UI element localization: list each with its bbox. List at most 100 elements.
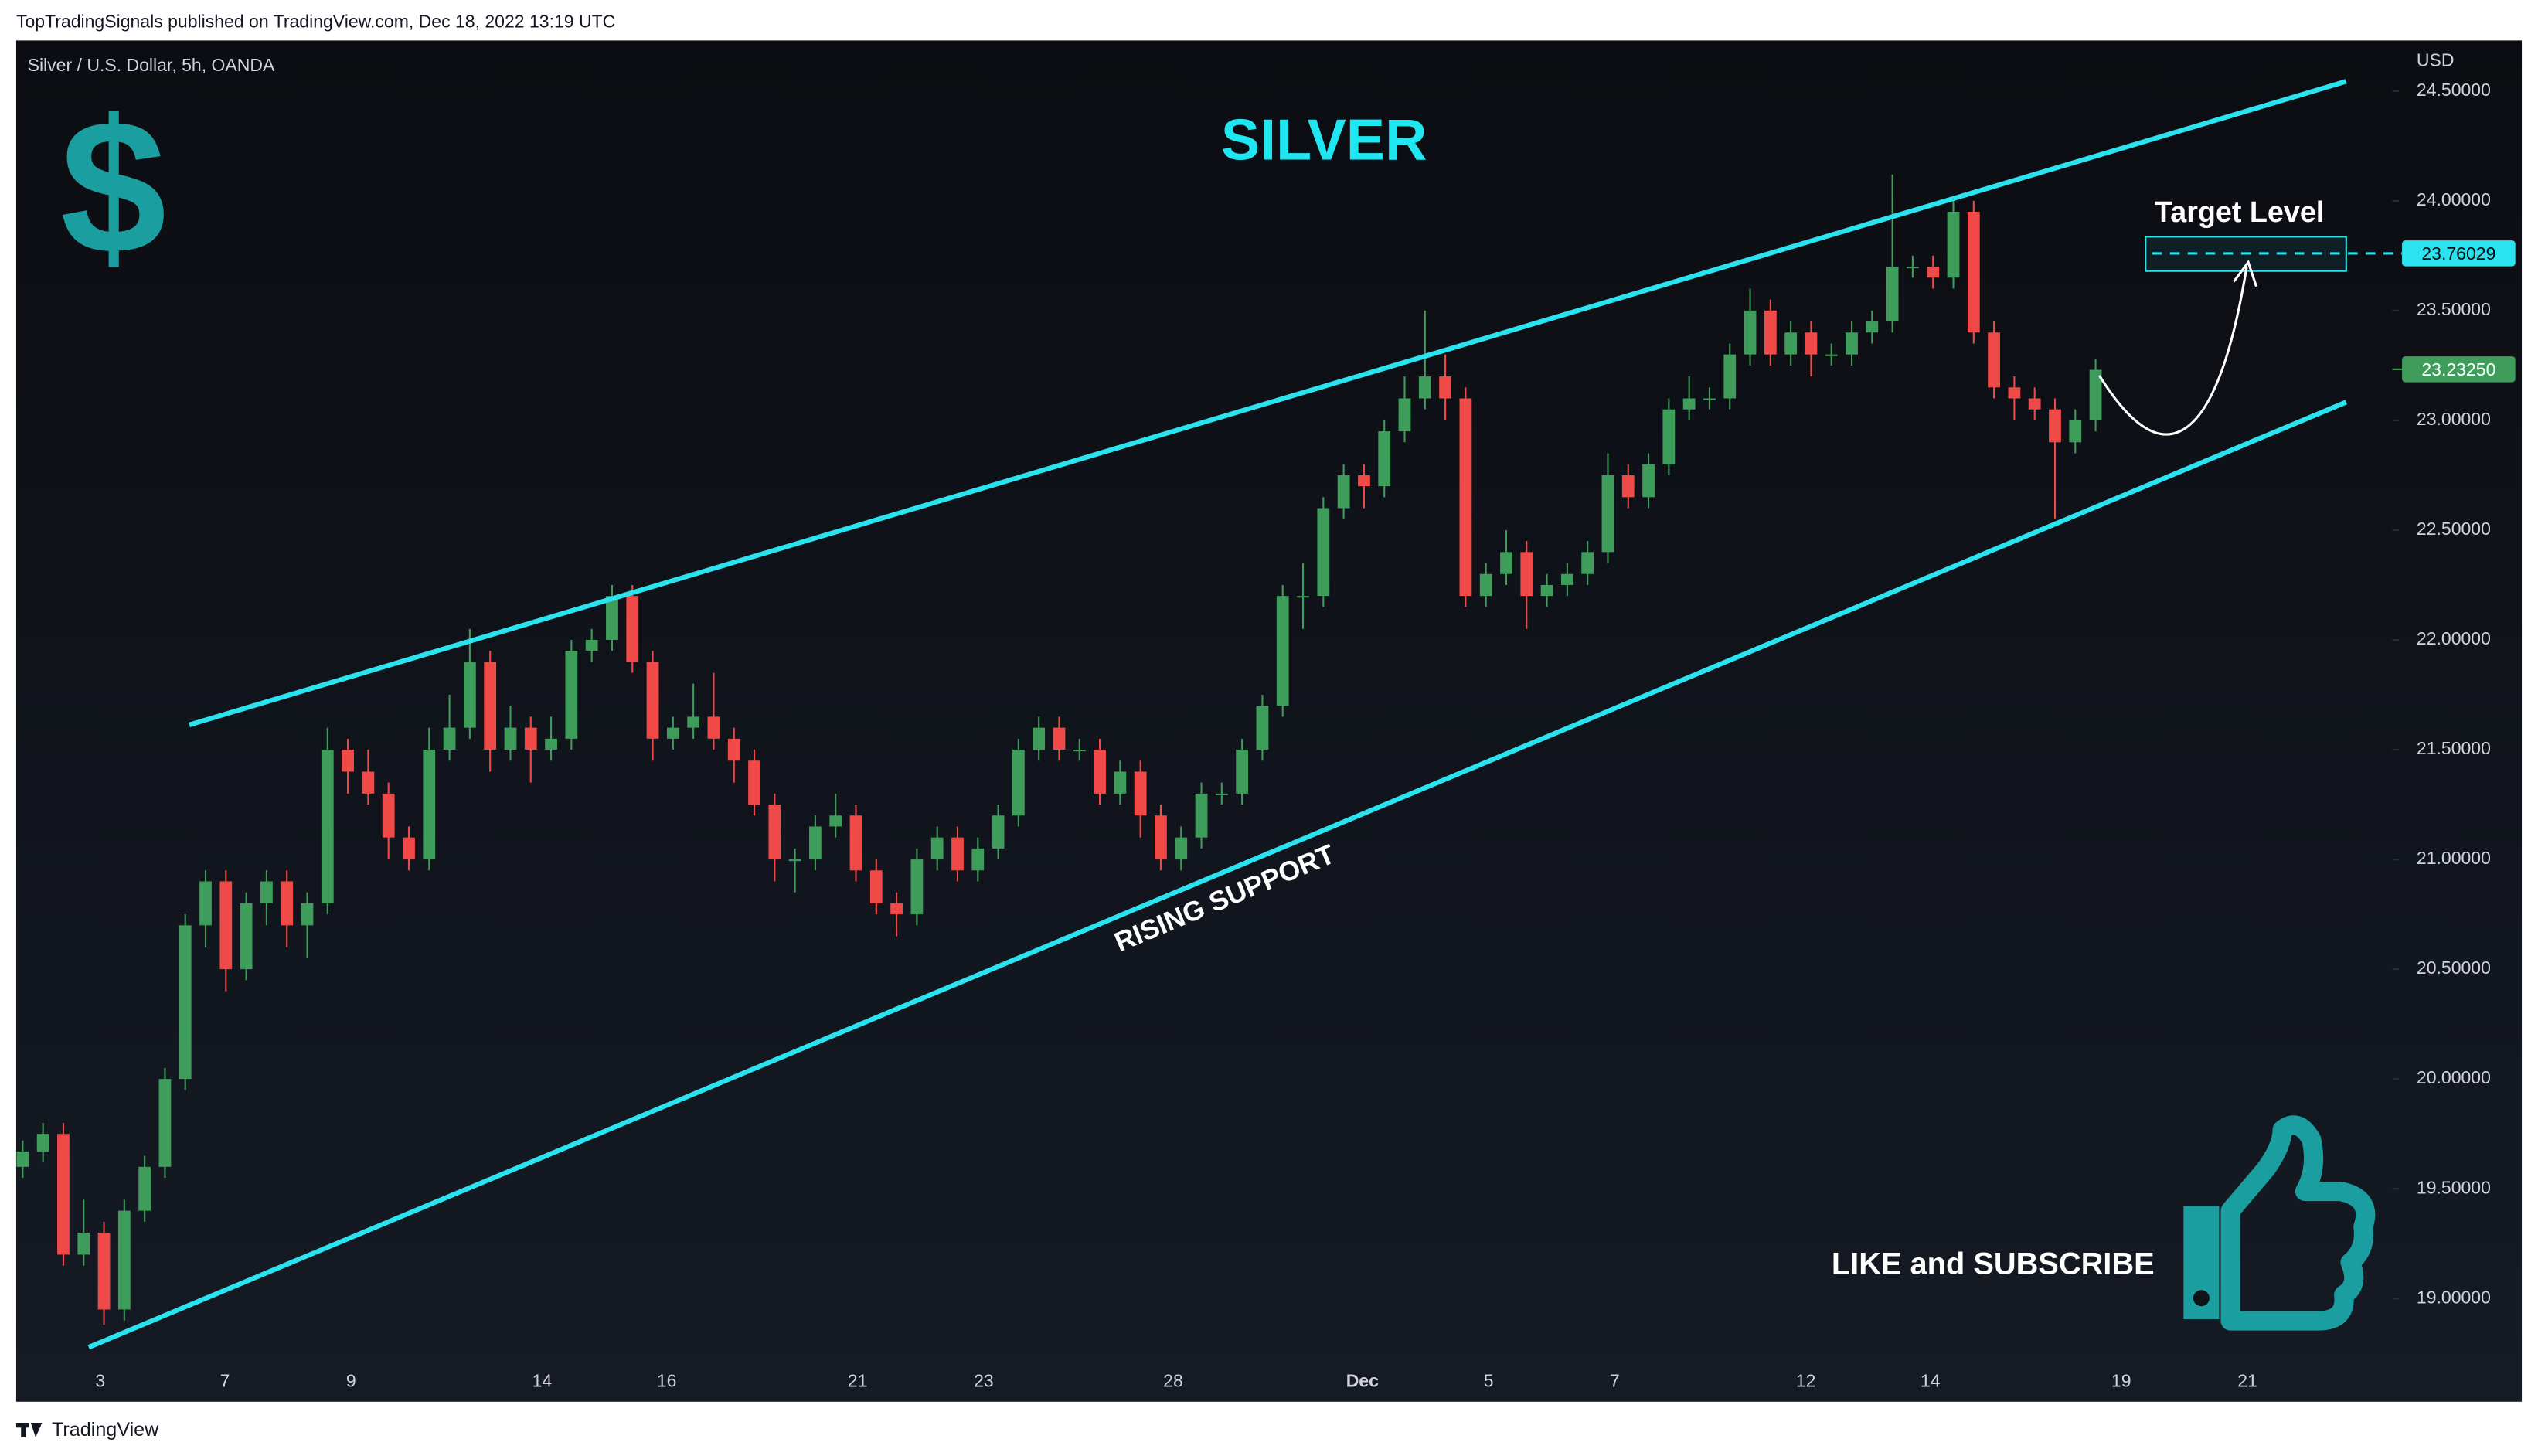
candle-body: [301, 903, 314, 926]
candle-body: [1378, 431, 1391, 487]
candle-body: [1825, 354, 1838, 356]
candle-body: [1805, 332, 1818, 355]
candle-body: [240, 903, 253, 970]
candle-body: [1988, 332, 2000, 388]
candle-body: [1317, 508, 1330, 597]
y-tick-label: 22.50000: [2417, 519, 2491, 539]
candle-body: [281, 881, 294, 926]
candle-body: [443, 727, 456, 750]
symbol-info: Silver / U.S. Dollar, 5h, OANDA: [28, 55, 275, 75]
candle-body: [748, 760, 760, 805]
candle-body: [382, 793, 395, 838]
y-tick-label: 24.50000: [2417, 80, 2491, 100]
candle-body: [97, 1233, 111, 1310]
candle-body: [36, 1134, 49, 1152]
candle-body: [1581, 552, 1594, 574]
candle-body: [1764, 310, 1777, 355]
candle-body: [1459, 398, 1472, 597]
candle-body: [849, 815, 862, 871]
y-tick-label: 21.00000: [2417, 848, 2491, 868]
candle-body: [2069, 420, 2082, 443]
x-tick-label: 19: [2111, 1371, 2131, 1391]
candle-body: [1236, 750, 1249, 794]
candle-body: [1723, 354, 1737, 399]
candle-body: [158, 1079, 172, 1167]
candle-body: [869, 870, 883, 903]
currency-label: USD: [2417, 50, 2455, 70]
candle-body: [1053, 727, 1066, 750]
publish-header: TopTradingSignals published on TradingVi…: [16, 11, 615, 31]
y-tick-label: 20.50000: [2417, 958, 2491, 978]
x-tick-label: 3: [95, 1371, 105, 1391]
y-tick-label: 24.00000: [2417, 189, 2491, 209]
candle-body: [1744, 310, 1757, 355]
candle-body: [2008, 387, 2021, 399]
candle-body: [1195, 793, 1208, 838]
candle-body: [951, 837, 964, 871]
x-tick-label: 21: [848, 1371, 868, 1391]
candle-body: [179, 925, 192, 1080]
y-tick-label: 22.00000: [2417, 628, 2491, 648]
candle-body: [585, 639, 598, 651]
x-tick-label: 7: [1610, 1371, 1620, 1391]
dollar-logo: $: [60, 80, 166, 294]
candle-body: [219, 881, 233, 970]
x-tick-label: 23: [974, 1371, 994, 1391]
target-label: Target Level: [2155, 196, 2324, 228]
x-tick-label: 21: [2237, 1371, 2257, 1391]
candle-body: [2089, 369, 2102, 420]
candle-body: [403, 837, 415, 860]
candle-body: [138, 1166, 151, 1211]
candle-body: [666, 727, 679, 739]
candle-body: [1682, 398, 1696, 410]
tv-logo: [15, 1423, 43, 1437]
candle-body: [1276, 596, 1289, 706]
candle-body: [117, 1210, 131, 1310]
y-tick-label: 23.00000: [2417, 409, 2491, 429]
candle-body: [1967, 212, 1980, 333]
projection-arrowhead: [2232, 259, 2258, 287]
candle-body: [1947, 212, 1960, 278]
candle-body: [1662, 409, 1676, 464]
candle-body: [1560, 573, 1573, 585]
candle-body: [484, 662, 497, 750]
y-tick-label: 19.00000: [2417, 1287, 2491, 1307]
candle-body: [565, 651, 578, 739]
candle-body: [342, 750, 354, 772]
candle-body: [1094, 750, 1106, 794]
candle-body: [707, 716, 720, 739]
candle-body: [1297, 596, 1309, 598]
candle-body: [727, 738, 740, 761]
x-tick-label: 12: [1796, 1371, 1816, 1391]
x-tick-label: Dec: [1346, 1371, 1379, 1391]
candle-body: [910, 859, 924, 915]
candle-body: [1500, 552, 1512, 574]
candle-body: [362, 771, 375, 794]
candle-body: [1846, 332, 1858, 355]
candle-body: [1215, 793, 1228, 795]
candle-body: [768, 805, 781, 860]
candle-body: [77, 1233, 90, 1255]
x-tick-label: 14: [532, 1371, 553, 1391]
candle-body: [1256, 706, 1269, 750]
candle-body: [829, 815, 842, 827]
y-tick-label: 20.00000: [2417, 1067, 2491, 1087]
candle-body: [1358, 475, 1370, 487]
candle-body: [1907, 267, 1919, 269]
candle-body: [626, 596, 639, 662]
candle-body: [1398, 398, 1411, 432]
x-tick-label: 16: [657, 1371, 677, 1391]
x-tick-label: 7: [220, 1371, 230, 1391]
candle-body: [260, 881, 273, 903]
candle-body: [971, 848, 985, 871]
candle-body: [1886, 267, 1899, 322]
candle-body: [788, 859, 801, 862]
candle-body: [1439, 376, 1451, 399]
candle-body: [890, 903, 903, 915]
candle-body: [687, 716, 700, 728]
candle-body: [1927, 267, 1940, 278]
candle-body: [1866, 321, 1879, 333]
candles: [16, 174, 2102, 1325]
y-tick-label: 21.50000: [2417, 738, 2491, 758]
